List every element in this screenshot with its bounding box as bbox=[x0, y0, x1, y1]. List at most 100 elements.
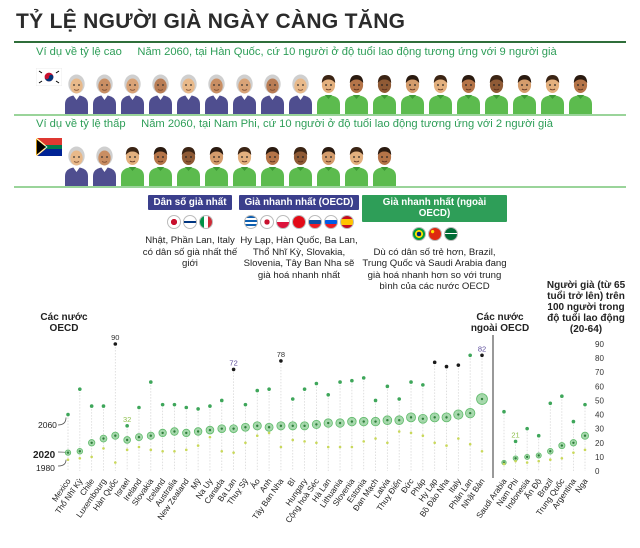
point-2020-center bbox=[315, 423, 318, 426]
point-1980 bbox=[303, 440, 306, 443]
point-1980 bbox=[386, 441, 389, 445]
y-tick-label: 60 bbox=[595, 382, 604, 391]
elderly-person-icon bbox=[233, 74, 256, 116]
working-age-person-icon bbox=[149, 147, 172, 188]
brazil-flag-icon bbox=[411, 226, 426, 241]
category-fastest-non-oecd-header: Già nhanh nhất (ngoài OECD) bbox=[362, 195, 507, 222]
point-1980 bbox=[362, 440, 366, 443]
point-2060 bbox=[89, 404, 94, 408]
point-1980 bbox=[220, 449, 224, 453]
divider-top bbox=[14, 41, 626, 43]
point-2020-center bbox=[560, 444, 564, 447]
point-2060 bbox=[480, 353, 484, 358]
year-1980-label: 1980 bbox=[36, 463, 55, 473]
point-1980 bbox=[548, 458, 552, 462]
point-2060 bbox=[279, 359, 283, 363]
point-2020-center bbox=[549, 450, 552, 453]
working-age-person-icon bbox=[513, 75, 536, 116]
point-1980 bbox=[255, 434, 259, 438]
point-2060 bbox=[548, 401, 553, 406]
point-1980 bbox=[315, 441, 318, 445]
year-2060-pointer bbox=[57, 417, 67, 426]
category-fastest-oecd-text: Hy Lạp, Hàn Quốc, Ba Lan, Thổ Nhĩ Kỳ, Sl… bbox=[240, 235, 358, 281]
working-age-person-icon bbox=[373, 147, 396, 188]
point-2060 bbox=[560, 394, 564, 399]
page-title: TỶ LỆ NGƯỜI GIÀ NGÀY CÀNG TĂNG bbox=[16, 10, 406, 33]
point-2020-center bbox=[386, 419, 389, 422]
point-2060 bbox=[409, 380, 413, 384]
point-2060 bbox=[314, 381, 319, 386]
point-2020-center bbox=[572, 441, 575, 444]
point-2060 bbox=[243, 402, 248, 407]
point-2060 bbox=[397, 397, 402, 401]
point-1980 bbox=[66, 458, 70, 462]
category-label: Nga bbox=[574, 477, 590, 495]
point-2020-center bbox=[445, 416, 448, 419]
point-2060 bbox=[172, 402, 177, 407]
working-age-person-icon bbox=[457, 75, 480, 116]
working-age-person-icon bbox=[401, 75, 424, 116]
elderly-person-icon bbox=[205, 74, 228, 116]
y-tick-label: 0 bbox=[595, 467, 600, 476]
point-1980 bbox=[514, 459, 517, 463]
low-example-text: Năm 2060, tại Nam Phi, cứ 10 người ở độ … bbox=[141, 118, 553, 130]
point-2060 bbox=[456, 363, 461, 367]
point-2020-center bbox=[66, 451, 70, 454]
point-1980 bbox=[279, 445, 283, 449]
category-oldest-text: Nhật, Phần Lan, Italy có dân số già nhất… bbox=[142, 235, 238, 270]
working-age-person-icon bbox=[569, 75, 592, 116]
point-2020-center bbox=[102, 437, 105, 440]
point-2020-center bbox=[185, 431, 188, 435]
point-2060 bbox=[302, 387, 307, 391]
saudi-arabia-flag-icon bbox=[443, 226, 458, 241]
divider-mid bbox=[14, 114, 626, 116]
working-age-person-icon bbox=[541, 75, 564, 116]
elderly-person-icon bbox=[261, 74, 284, 116]
working-age-person-icon bbox=[121, 147, 144, 188]
working-age-person-icon bbox=[429, 75, 452, 116]
point-1980 bbox=[196, 444, 200, 447]
point-2060 bbox=[101, 404, 106, 408]
point-2060 bbox=[502, 409, 506, 414]
data-value-label: 21 bbox=[511, 430, 519, 439]
south-africa-flag bbox=[36, 138, 62, 156]
point-2020-center bbox=[279, 424, 283, 428]
greece-flag-icon bbox=[244, 215, 258, 230]
year-1980-pointer bbox=[57, 459, 67, 467]
point-2060 bbox=[513, 439, 518, 444]
non-oecd-group-label: Các nước ngoài OECD bbox=[470, 312, 530, 334]
y-tick-label: 10 bbox=[595, 453, 604, 462]
elderly-person-icon bbox=[177, 74, 200, 116]
point-2060 bbox=[536, 433, 541, 438]
point-2060 bbox=[149, 380, 153, 384]
category-fastest-non-oecd-flags bbox=[362, 226, 507, 241]
point-1980 bbox=[560, 457, 564, 460]
point-2020-center bbox=[457, 413, 460, 416]
point-2020-center bbox=[244, 426, 247, 429]
point-2060 bbox=[432, 360, 437, 365]
high-example-label: Ví dụ về tỷ lệ cao bbox=[36, 46, 122, 58]
point-2060 bbox=[373, 398, 378, 403]
point-2020-center bbox=[232, 427, 235, 430]
point-2020-center bbox=[291, 424, 294, 428]
point-1980 bbox=[480, 449, 484, 453]
working-age-person-icon bbox=[373, 75, 396, 116]
point-2020-center bbox=[208, 428, 212, 432]
working-age-person-icon bbox=[233, 147, 256, 188]
point-2060 bbox=[137, 405, 141, 410]
working-age-person-icon bbox=[289, 147, 312, 188]
point-1980 bbox=[421, 434, 425, 438]
point-2020-center bbox=[421, 417, 425, 420]
point-2020-center bbox=[173, 430, 176, 433]
point-1980 bbox=[125, 448, 129, 452]
oecd-group-label: Các nước OECD bbox=[40, 312, 88, 334]
y-tick-label: 40 bbox=[595, 411, 604, 420]
point-2060 bbox=[113, 342, 118, 346]
y-tick-label: 90 bbox=[595, 340, 604, 349]
low-example-label: Ví dụ về tỷ lệ thấp bbox=[36, 118, 126, 130]
point-2020-center bbox=[468, 411, 472, 415]
point-1980 bbox=[90, 455, 93, 459]
point-2020-center bbox=[514, 457, 517, 460]
category-oldest-flags bbox=[140, 215, 240, 230]
point-1980 bbox=[583, 448, 587, 452]
